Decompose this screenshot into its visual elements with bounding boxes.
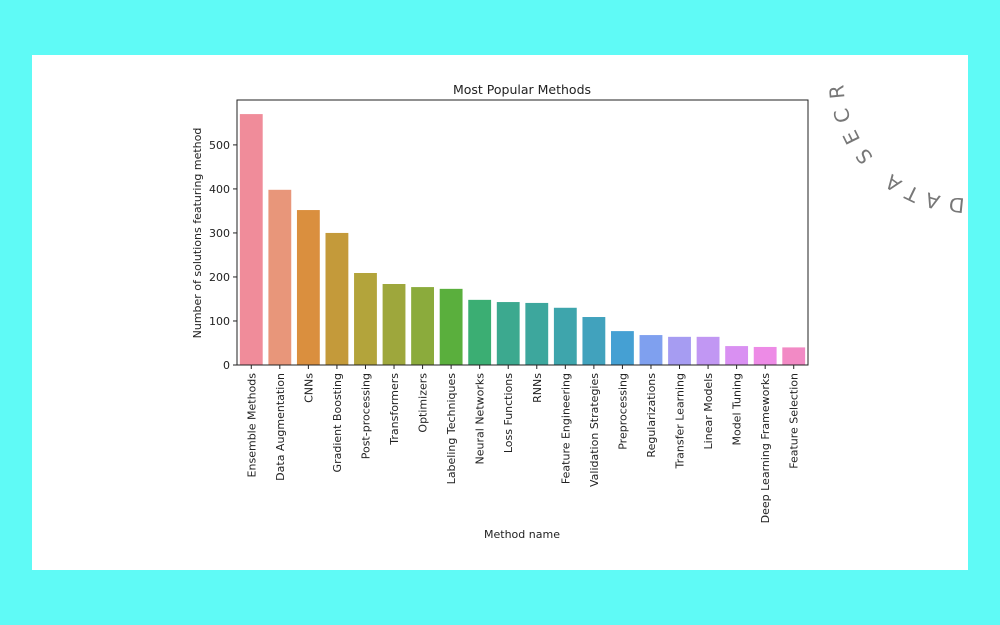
y-tick-label: 500: [209, 139, 230, 152]
x-tick-label: Ensemble Methods: [245, 373, 258, 478]
x-tick-label: Data Augmentation: [274, 373, 287, 481]
bar: [296, 210, 320, 365]
bar: [582, 317, 606, 365]
x-tick-label: Loss Functions: [502, 373, 515, 453]
y-axis-label: Number of solutions featuring method: [191, 128, 204, 339]
x-tick-label: Validation Strategies: [588, 373, 601, 487]
x-tick-label: Preprocessing: [616, 373, 629, 450]
x-tick-label: Post-processing: [359, 373, 372, 459]
bar: [696, 336, 720, 365]
x-tick-label: Linear Models: [702, 373, 715, 450]
x-tick-label: CNNs: [302, 373, 315, 403]
bar: [354, 272, 377, 365]
x-tick-label: Transfer Learning: [674, 373, 687, 469]
y-tick-label: 300: [209, 227, 230, 240]
y-tick-label: 100: [209, 315, 230, 328]
x-tick-label: Feature Engineering: [559, 373, 572, 484]
bar: [639, 335, 663, 365]
x-tick-label: Feature Selection: [788, 373, 801, 469]
x-tick-label: Gradient Boosting: [331, 373, 344, 472]
bar: [268, 189, 292, 365]
x-tick-label: Deep Learning Frameworks: [759, 373, 772, 524]
x-tick-label: Regularizations: [645, 373, 658, 458]
x-tick-label: Labeling Techniques: [445, 373, 458, 485]
x-tick-label: RNNs: [531, 373, 544, 403]
chart-title: Most Popular Methods: [453, 82, 591, 97]
bar: [439, 288, 463, 365]
x-axis-label: Method name: [484, 528, 560, 541]
plot-frame: [236, 99, 809, 366]
bar: [782, 347, 806, 365]
x-tick-label: Neural Networks: [474, 373, 487, 465]
bar: [611, 331, 634, 365]
bar: [668, 336, 691, 365]
bar: [468, 299, 492, 365]
x-tick-label: Transformers: [388, 373, 401, 446]
bar: [411, 287, 434, 365]
bar: [496, 302, 520, 365]
bar: [382, 284, 406, 365]
bar: [239, 114, 263, 365]
y-tick-label: 200: [209, 271, 230, 284]
bar: [753, 346, 777, 365]
bar: [325, 232, 349, 365]
bar: [525, 302, 549, 365]
x-tick-label: Optimizers: [417, 373, 430, 433]
y-tick-label: 400: [209, 183, 230, 196]
x-tick-label: Model Tuning: [731, 373, 744, 446]
bar: [725, 346, 749, 365]
y-tick-label: 0: [223, 359, 230, 372]
bar: [553, 307, 577, 365]
